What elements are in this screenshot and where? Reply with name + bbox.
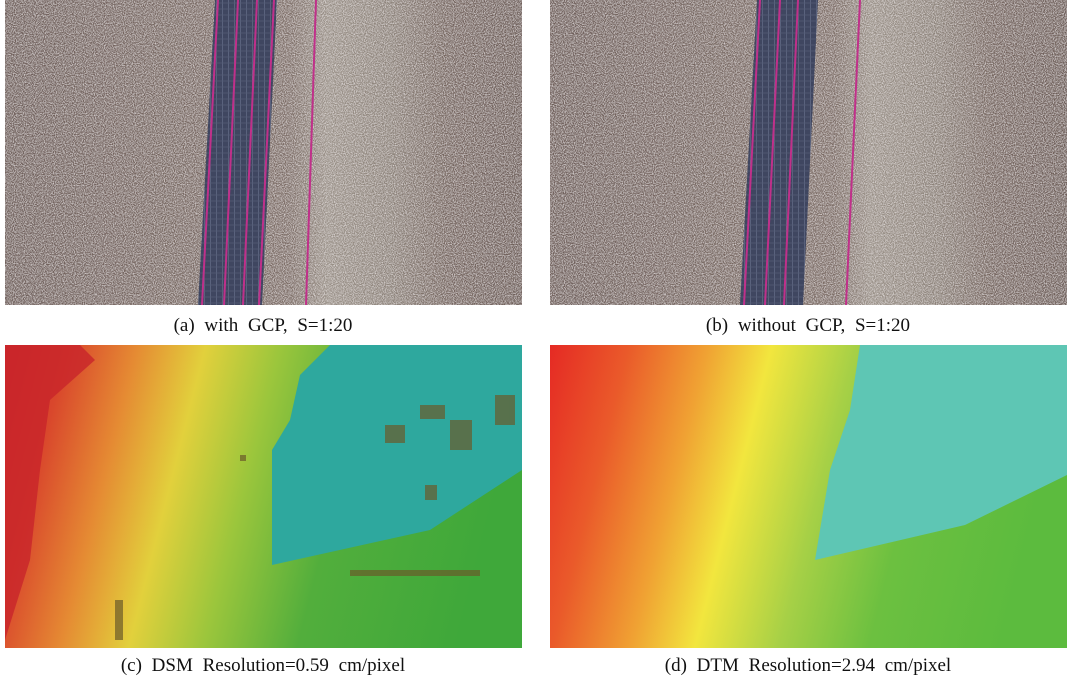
caption: (c) DSM Resolution=0.59 cm/pixel xyxy=(121,655,405,676)
panel-b: (b) without GCP, S=1:20 xyxy=(550,0,1067,336)
page: (a) with GCP, S=1:20 (b) without GCP, S=… xyxy=(0,0,1073,682)
figure: (a) with GCP, S=1:20 (b) without GCP, S=… xyxy=(0,0,1073,682)
caption: (d) DTM Resolution=2.94 cm/pixel xyxy=(665,655,951,676)
caption: (b) without GCP, S=1:20 xyxy=(706,315,910,336)
panel-a: (a) with GCP, S=1:20 xyxy=(5,0,522,336)
caption: (a) with GCP, S=1:20 xyxy=(174,315,353,336)
panel-d: (d) DTM Resolution=2.94 cm/pixel xyxy=(550,345,1067,676)
panel-c: (c) DSM Resolution=0.59 cm/pixel xyxy=(5,345,522,676)
